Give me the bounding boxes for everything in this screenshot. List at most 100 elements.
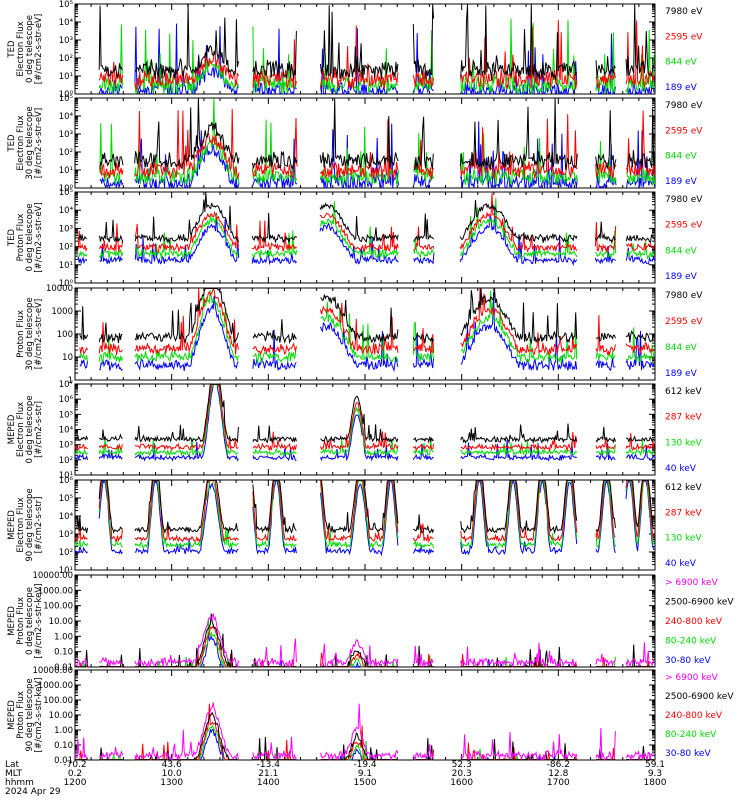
legend-entry: 2595 eV — [665, 32, 703, 42]
legend-entry: 2500-6900 keV — [665, 692, 734, 702]
y-tick-label: 10.00 — [49, 711, 73, 721]
footer-row-label: MLT — [5, 769, 23, 779]
legend-entry: 7980 eV — [665, 291, 703, 301]
y-tick-label: 10¹ — [59, 166, 73, 176]
y-axis-label: 30 deg telescope — [25, 297, 35, 370]
series-trace — [74, 383, 655, 462]
legend-entry: 287 keV — [665, 508, 702, 518]
y-tick-label: 10⁵ — [59, 188, 73, 198]
panel-7: 0.01 0.10 1.00 10.00 100.00 1000.00 10000.00 ME… — [7, 571, 734, 673]
y-tick-label: 10⁵ — [59, 0, 73, 10]
footer-row-label: 2024 Apr 29 — [5, 787, 61, 797]
y-tick-label: 10⁴ — [59, 426, 74, 436]
panel-5: 10¹ 10² 10³ 10⁴ 10⁵ 10⁶ 10⁷ MEPED Electron Flux 0… — [7, 380, 702, 481]
y-tick-label: 1000 — [51, 307, 73, 317]
legend-entry: 7980 eV — [665, 7, 703, 17]
legend-entry: 40 keV — [665, 559, 697, 569]
footer-mlt: 10.0 — [162, 769, 182, 779]
y-tick-label: 10⁴ — [59, 206, 74, 216]
series-trace — [74, 702, 655, 762]
y-tick-label: 10⁴ — [59, 512, 74, 522]
y-axis-label: [#/cm2-s-str-eV] — [34, 14, 44, 84]
footer-lat: 59.1 — [645, 760, 665, 770]
y-tick-label: 100.00 — [43, 696, 73, 706]
y-tick-label: 1.00 — [54, 726, 73, 736]
legend-entry: 844 eV — [665, 246, 698, 256]
footer-mlt: 21.1 — [258, 769, 278, 779]
y-tick-label: 10³ — [59, 224, 73, 234]
y-tick-label: 10² — [59, 548, 73, 558]
footer-mlt: 12.8 — [548, 769, 568, 779]
legend-entry: 2595 eV — [665, 126, 703, 136]
footer-hhmm: 1400 — [257, 778, 280, 788]
series-trace — [98, 23, 655, 96]
y-tick-label: 10⁷ — [59, 380, 74, 390]
footer-lat: 52.3 — [452, 760, 472, 770]
y-tick-label: 10¹ — [59, 471, 73, 481]
y-tick-label: 10⁰ — [59, 90, 74, 100]
y-axis-label: Electron Flux — [16, 497, 26, 552]
y-tick-label: 10⁴ — [59, 112, 74, 122]
y-tick-label: 0.10 — [54, 741, 73, 751]
legend-entry: 80-240 keV — [665, 730, 717, 740]
footer-hhmm: 1600 — [450, 778, 473, 788]
y-axis-label: [#/cm2-s-str-eV] — [34, 202, 44, 272]
series-trace — [78, 198, 655, 260]
y-tick-label: 10⁵ — [59, 494, 73, 504]
legend-entry: 189 eV — [665, 272, 698, 282]
footer-row-label: hhmm — [5, 778, 34, 788]
legend-entry: 844 eV — [665, 343, 698, 353]
footer-mlt: 0.2 — [68, 769, 82, 779]
y-tick-label: 10⁰ — [59, 184, 74, 194]
y-axis-label: MEPED — [7, 606, 17, 636]
legend-entry: 130 keV — [665, 438, 702, 448]
legend-entry: 40 keV — [665, 464, 697, 474]
footer-mlt: 20.3 — [452, 769, 472, 779]
legend-entry: 240-800 keV — [665, 617, 723, 627]
footer-lat: 43.6 — [162, 760, 182, 770]
y-tick-label: 0.10 — [54, 648, 73, 658]
y-axis-label: 0 deg telescope — [25, 204, 35, 272]
y-tick-label: 10¹ — [59, 566, 73, 576]
y-tick-label: 10⁴ — [59, 18, 74, 28]
legend-entry: 287 keV — [665, 413, 702, 423]
series-trace — [74, 383, 655, 453]
y-axis-label: TED — [7, 134, 17, 153]
series-trace — [98, 18, 655, 96]
y-axis-label: 0 deg telescope — [25, 15, 35, 83]
y-tick-label: 10² — [59, 456, 73, 466]
y-axis-label: 90 deg telescope — [25, 678, 35, 751]
y-axis-label: Electron Flux — [16, 21, 26, 76]
legend-entry: 130 keV — [665, 534, 702, 544]
series-trace — [74, 479, 655, 535]
y-tick-label: 10² — [59, 54, 73, 64]
y-axis-label: [#/cm2-s-str-keV] — [34, 678, 44, 753]
y-axis-label: TED — [7, 40, 17, 59]
footer-mlt: 9.1 — [358, 769, 372, 779]
series-trace — [74, 613, 655, 669]
legend-entry: 612 keV — [665, 387, 702, 397]
y-tick-label: 10⁶ — [59, 476, 74, 486]
y-axis-label: Proton Flux — [16, 597, 26, 645]
footer-hhmm: 1800 — [644, 778, 667, 788]
y-tick-label: 10³ — [59, 130, 73, 140]
legend-entry: 30-80 keV — [665, 749, 711, 759]
series-trace — [79, 290, 655, 364]
y-axis-label: MEPED — [7, 510, 17, 540]
y-tick-label: 10³ — [59, 36, 73, 46]
y-tick-label: 10⁶ — [59, 395, 74, 405]
footer-hhmm: 1500 — [354, 778, 377, 788]
series-trace — [74, 613, 654, 668]
y-tick-label: 10¹ — [59, 261, 73, 271]
y-tick-label: 10000 — [46, 284, 73, 294]
panel-6: 10¹ 10² 10³ 10⁴ 10⁵ 10⁶ MEPED Electron Flux 90 d… — [7, 476, 702, 576]
panel-2: 10⁰ 10¹ 10² 10³ 10⁴ 10⁵ TED Electron Flux 30 deg… — [7, 94, 703, 194]
y-tick-label: 10⁵ — [59, 410, 73, 420]
legend-entry: 844 eV — [665, 152, 698, 162]
footer-lat: -70.2 — [63, 760, 86, 770]
legend-entry: 2595 eV — [665, 221, 703, 231]
y-axis-label: MEPED — [7, 414, 17, 444]
y-axis-label: 0 deg telescope — [25, 587, 35, 655]
